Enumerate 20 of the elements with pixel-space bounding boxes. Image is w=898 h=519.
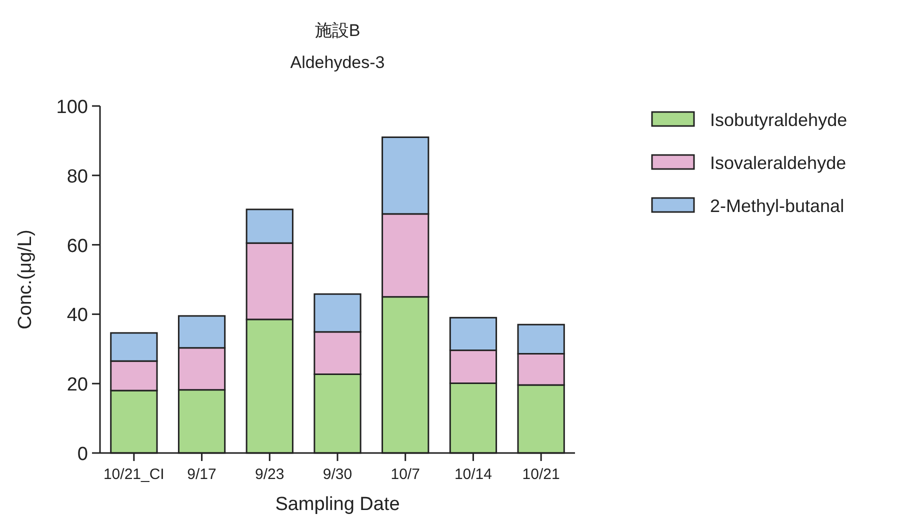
legend-label: Isovaleraldehyde [710,153,846,173]
x-tick-label: 9/30 [322,466,352,483]
x-tick-label: 9/23 [255,466,284,483]
y-axis-title: Conc.(μg/L) [15,230,36,330]
x-tick-label: 9/17 [187,466,216,483]
x-tick-label: 10/14 [454,466,492,483]
chart-title: 施設B [314,21,360,40]
chart-subtitle: Aldehydes-3 [290,53,385,72]
y-tick-label: 40 [66,305,88,326]
x-tick-label: 10/21 [522,466,560,483]
legend-label: 2-Methyl-butanal [710,196,844,216]
x-tick-label: 10/21_CI [103,466,164,483]
y-tick-label: 60 [66,236,88,257]
x-axis-title: Sampling Date [275,494,400,515]
y-tick-label: 0 [77,444,88,465]
x-tick-label: 10/7 [390,466,420,483]
legend-label: Isobutyraldehyde [710,110,848,130]
y-tick-label: 20 [66,374,88,396]
y-tick-label: 80 [66,166,88,188]
y-tick-label: 100 [56,97,88,118]
